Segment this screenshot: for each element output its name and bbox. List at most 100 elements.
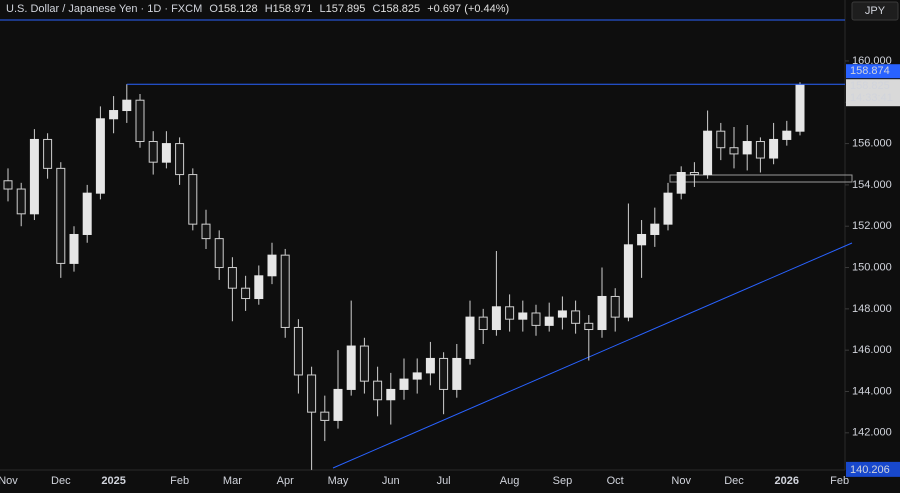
x-tick-label: Feb xyxy=(170,475,189,487)
candle-body xyxy=(135,99,145,143)
trend-line xyxy=(332,242,853,469)
candle-body xyxy=(465,316,475,359)
y-tick-label: 156.000 xyxy=(852,137,892,149)
y-tick-label: 142.000 xyxy=(852,427,892,439)
candle-body xyxy=(161,143,171,163)
last-price-box xyxy=(846,79,900,107)
y-tick-label: 152.000 xyxy=(852,220,892,232)
candle-body xyxy=(214,238,224,269)
x-tick-label: May xyxy=(328,475,349,487)
candle-body xyxy=(320,411,330,421)
candle-body xyxy=(623,244,633,318)
candle-body xyxy=(425,357,435,374)
candle-body xyxy=(544,316,554,326)
header: U.S. Dollar / Japanese Yen · 1D · FXCM O… xyxy=(6,3,513,15)
x-tick-label: Oct xyxy=(607,475,624,487)
y-tick-label: 146.000 xyxy=(852,344,892,356)
candle-body xyxy=(795,84,805,132)
low-label-box xyxy=(846,461,900,477)
candle-body xyxy=(373,380,383,401)
candle-body xyxy=(782,130,792,140)
candle-body xyxy=(29,138,39,215)
candle-body xyxy=(122,99,132,112)
change-value: +0.697 (+0.44%) xyxy=(427,3,510,15)
last-price-label: 158.825 xyxy=(850,80,890,92)
candle-body xyxy=(637,233,647,246)
candle-body xyxy=(610,295,620,318)
x-tick-label: Feb xyxy=(830,475,849,487)
candle-body xyxy=(478,316,488,331)
candle-body xyxy=(491,306,501,331)
candle-body xyxy=(148,141,158,163)
candle-body xyxy=(412,372,422,380)
y-tick-label: 148.000 xyxy=(852,303,892,315)
candle-body xyxy=(386,388,396,401)
candle-body xyxy=(95,118,105,194)
candle-body xyxy=(69,233,79,264)
candle-body xyxy=(755,141,765,159)
candle-body xyxy=(531,312,541,326)
open-value: 158.128 xyxy=(217,3,258,15)
candle-body xyxy=(439,357,449,390)
candle-body xyxy=(267,254,277,277)
candle-body xyxy=(650,223,660,235)
candle-body xyxy=(676,172,686,194)
candle-body xyxy=(109,110,119,120)
candle-body xyxy=(201,223,211,240)
candle-body xyxy=(399,378,409,390)
x-tick-label: 2026 xyxy=(775,475,799,487)
x-tick-label: Mar xyxy=(223,475,242,487)
candle-body xyxy=(307,374,317,413)
close-value: 158.825 xyxy=(380,3,421,15)
candle-body xyxy=(333,388,343,421)
candle-body xyxy=(293,326,303,376)
support-zone xyxy=(669,174,853,183)
x-tick-label: Dec xyxy=(724,475,744,487)
y-tick-label: 144.000 xyxy=(852,385,892,397)
high-value: 158.971 xyxy=(272,3,313,15)
candle-body xyxy=(280,254,290,328)
candle-body xyxy=(769,138,779,159)
candle-body xyxy=(452,357,462,390)
candle-body xyxy=(3,180,13,190)
currency-label: JPY xyxy=(865,5,886,17)
candle-body xyxy=(703,130,713,176)
open-label: O xyxy=(209,3,218,15)
candle-body xyxy=(716,130,726,149)
x-tick-label: Nov xyxy=(671,475,691,487)
candles xyxy=(3,82,805,470)
candle-body xyxy=(56,167,66,264)
candle-body xyxy=(584,322,594,331)
x-tick-label: 2025 xyxy=(101,475,125,487)
symbol-title: U.S. Dollar / Japanese Yen · 1D · FXCM xyxy=(6,3,203,15)
close-label: C xyxy=(372,3,381,15)
y-tick-label: 150.000 xyxy=(852,261,892,273)
candle-body xyxy=(175,143,185,176)
low-label: 140.206 xyxy=(850,464,890,476)
x-tick-label: Dec xyxy=(51,475,71,487)
candle-body xyxy=(188,174,198,225)
candle-body xyxy=(16,188,26,215)
candle-body xyxy=(227,267,237,289)
low-label: L xyxy=(319,3,326,15)
y-tick-label: 160.000 xyxy=(852,55,892,67)
candle-body xyxy=(43,138,53,169)
candle-body xyxy=(663,192,673,225)
candle-body xyxy=(346,345,356,390)
candle-body xyxy=(82,192,92,235)
candle-body xyxy=(505,306,515,320)
level-label: 158.874 xyxy=(850,65,890,77)
x-tick-label: Jun xyxy=(382,475,400,487)
x-tick-label: Nov xyxy=(0,475,18,487)
currency-box xyxy=(851,1,899,21)
x-tick-label: Jul xyxy=(437,475,451,487)
candle-body xyxy=(359,345,369,382)
low-value: 157.895 xyxy=(325,3,366,15)
level-label-box xyxy=(846,64,900,79)
candle-body xyxy=(689,172,699,176)
candle-body xyxy=(518,312,528,320)
x-tick-label: Aug xyxy=(500,475,520,487)
countdown-label: 14:33:41 xyxy=(850,92,893,104)
